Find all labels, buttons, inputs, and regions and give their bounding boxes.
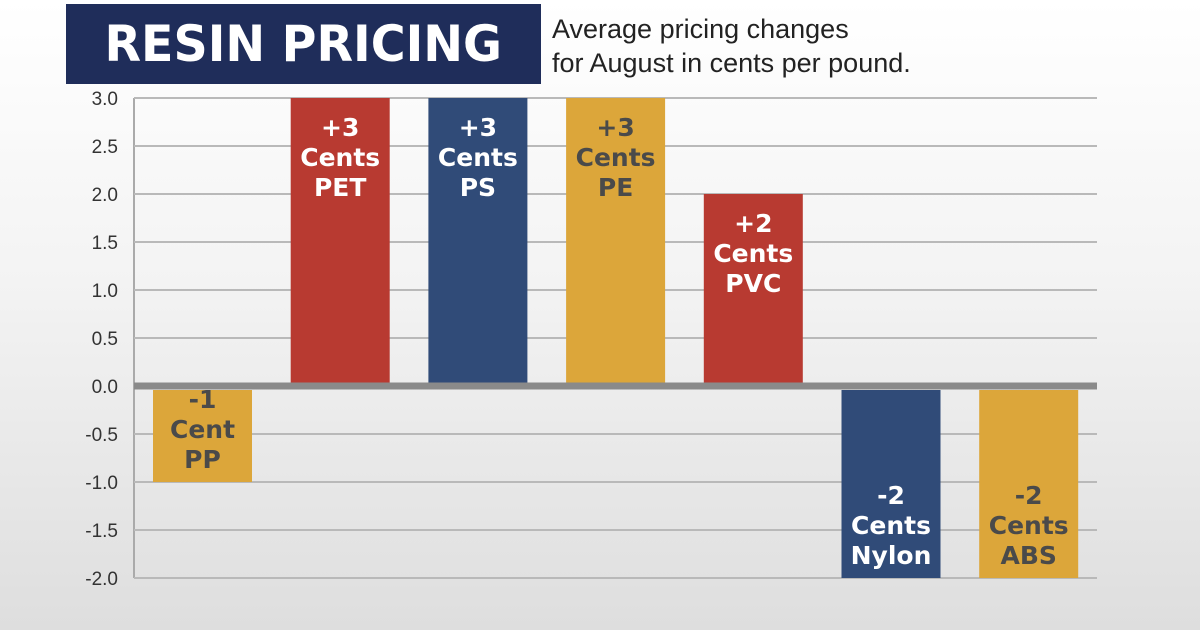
bar-label: PE xyxy=(598,173,633,202)
bar-label: Cents xyxy=(851,511,931,540)
bar-label: Cent xyxy=(170,415,235,444)
y-tick-label: 2.0 xyxy=(92,185,118,206)
subtitle-line-2: for August in cents per pound. xyxy=(552,48,911,78)
bar-nylon xyxy=(841,390,941,578)
bar-label: Cents xyxy=(713,239,793,268)
y-tick-label: 0.5 xyxy=(92,329,118,350)
bar-label: -1 xyxy=(189,385,217,414)
y-tick-label: -2.0 xyxy=(85,569,118,590)
title-banner: RESIN PRICING xyxy=(66,4,541,84)
bar-label: Cents xyxy=(300,143,380,172)
y-tick-label: 2.5 xyxy=(92,137,118,158)
bar-label: ABS xyxy=(1000,541,1056,570)
chart-subtitle: Average pricing changes for August in ce… xyxy=(552,12,911,80)
bar-label: PET xyxy=(314,173,366,202)
y-tick-label: 3.0 xyxy=(92,89,118,110)
y-tick-label: 1.0 xyxy=(92,281,118,302)
subtitle-line-1: Average pricing changes xyxy=(552,14,849,44)
bar-abs xyxy=(979,390,1079,578)
bar-pp xyxy=(153,390,252,482)
y-tick-label: -0.5 xyxy=(85,425,118,446)
bar-pe xyxy=(566,98,666,386)
y-tick-label: -1.5 xyxy=(85,521,118,542)
y-tick-label: 1.5 xyxy=(92,233,118,254)
bar-label: +3 xyxy=(459,113,497,142)
chart-title: RESIN PRICING xyxy=(104,15,503,73)
y-tick-label: -1.0 xyxy=(85,473,118,494)
bar-label: Nylon xyxy=(851,541,932,570)
bar-label: +3 xyxy=(321,113,359,142)
bar-label: -2 xyxy=(1015,481,1043,510)
bar-label: Cents xyxy=(576,143,656,172)
bar-label: Cents xyxy=(989,511,1069,540)
bar-label: -2 xyxy=(877,481,905,510)
bar-label: +2 xyxy=(734,209,772,238)
bar-label: PP xyxy=(184,445,221,474)
bar-label: PS xyxy=(460,173,496,202)
bar-label: +3 xyxy=(596,113,634,142)
bar-label: PVC xyxy=(725,269,781,298)
bar-pet xyxy=(290,98,390,386)
bar-label: Cents xyxy=(438,143,518,172)
bar-pvc xyxy=(703,194,803,386)
y-tick-label: 0.0 xyxy=(92,377,118,398)
bar-ps xyxy=(428,98,528,386)
